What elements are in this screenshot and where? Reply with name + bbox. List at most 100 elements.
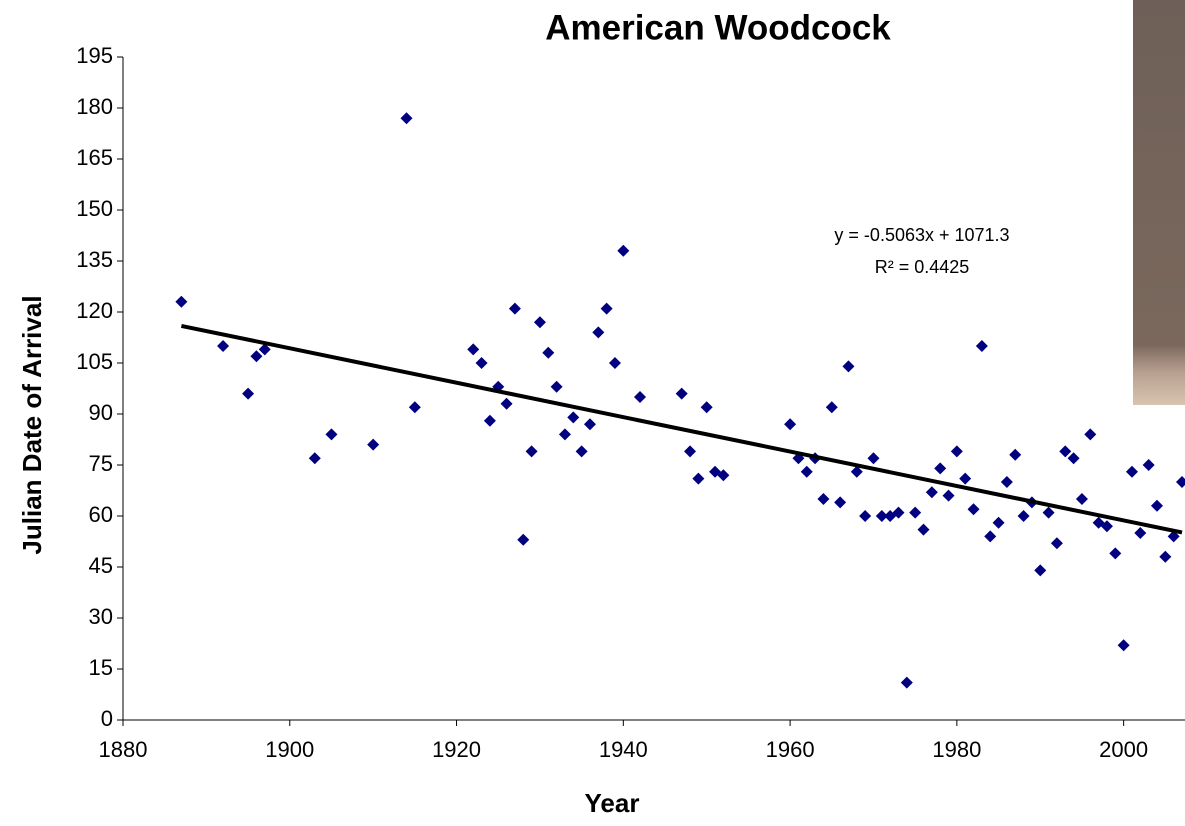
trend-equation: y = -0.5063x + 1071.3 — [834, 225, 1009, 245]
data-point — [942, 489, 955, 502]
data-point — [542, 346, 555, 359]
data-point — [917, 523, 930, 536]
x-tick-label: 1980 — [932, 737, 981, 762]
y-tick-label: 60 — [89, 502, 113, 527]
data-point — [684, 445, 697, 458]
y-tick-label: 120 — [76, 298, 113, 323]
data-point — [175, 295, 188, 308]
data-point — [1109, 547, 1122, 560]
data-point — [1034, 564, 1047, 577]
x-tick-label: 1920 — [432, 737, 481, 762]
x-axis-title: Year — [585, 788, 640, 818]
y-tick-label: 90 — [89, 400, 113, 425]
data-point — [258, 343, 271, 356]
data-point — [850, 465, 863, 478]
data-point — [1134, 527, 1147, 539]
data-point — [1017, 510, 1030, 522]
data-point — [1059, 445, 1072, 458]
data-point — [967, 503, 980, 516]
y-tick-label: 195 — [76, 43, 113, 68]
y-tick-label: 0 — [101, 706, 113, 731]
data-point — [800, 465, 813, 478]
data-point — [533, 316, 546, 329]
data-point — [525, 445, 538, 458]
data-point — [950, 445, 963, 458]
data-point — [1117, 639, 1130, 652]
data-point — [600, 302, 613, 315]
data-point — [508, 302, 521, 315]
data-point — [1000, 476, 1013, 488]
data-point — [467, 343, 480, 356]
data-point — [592, 326, 605, 339]
data-point — [475, 357, 488, 369]
data-point — [1142, 459, 1155, 471]
data-point — [408, 401, 421, 414]
x-tick-label: 1880 — [99, 737, 148, 762]
data-point — [975, 340, 988, 352]
x-tick-label: 2000 — [1099, 737, 1148, 762]
data-point — [817, 493, 830, 505]
y-tick-label: 135 — [76, 247, 113, 272]
y-tick-label: 150 — [76, 196, 113, 221]
chart-title: American Woodcock — [545, 8, 891, 47]
x-tick-label: 1900 — [265, 737, 314, 762]
data-point — [934, 462, 947, 475]
data-point — [483, 414, 496, 427]
data-point — [959, 472, 972, 485]
data-point — [558, 428, 571, 441]
data-point — [717, 469, 730, 482]
data-point — [992, 516, 1005, 529]
data-point — [825, 401, 838, 414]
y-tick-label: 105 — [76, 349, 113, 374]
data-point — [583, 418, 596, 431]
trend-r-squared: R² = 0.4425 — [875, 257, 970, 277]
bird-photo — [1133, 0, 1185, 405]
data-point — [1050, 537, 1063, 550]
data-point — [242, 387, 255, 400]
data-point — [633, 391, 646, 403]
y-tick-label: 30 — [89, 604, 113, 629]
data-point — [517, 533, 530, 546]
x-tick-label: 1940 — [599, 737, 648, 762]
data-point — [325, 428, 338, 441]
y-axis-title: Julian Date of Arrival — [17, 295, 47, 554]
data-point — [1042, 506, 1055, 519]
data-point — [909, 506, 922, 519]
data-point — [875, 510, 888, 522]
data-point — [867, 452, 880, 465]
data-point — [367, 438, 380, 451]
data-point — [1150, 499, 1163, 512]
data-point — [834, 496, 847, 509]
data-point — [900, 676, 913, 689]
data-point — [692, 472, 705, 485]
data-point — [859, 510, 872, 522]
data-point — [700, 401, 713, 414]
data-point — [575, 445, 588, 458]
data-point — [1067, 452, 1080, 465]
data-point — [400, 112, 413, 125]
data-point — [675, 387, 688, 400]
trendline — [180, 323, 1183, 535]
data-point — [217, 340, 230, 352]
data-point — [984, 530, 997, 543]
data-point — [842, 360, 855, 373]
x-tick-label: 1960 — [766, 737, 815, 762]
data-point — [1176, 476, 1185, 488]
data-point — [608, 357, 621, 369]
data-point — [308, 452, 321, 465]
data-point — [925, 486, 938, 499]
data-point — [1125, 465, 1138, 478]
data-point — [892, 506, 905, 519]
data-point — [250, 350, 263, 363]
data-point — [500, 397, 513, 410]
data-point — [617, 244, 630, 257]
y-tick-label: 75 — [89, 451, 113, 476]
y-tick-label: 165 — [76, 145, 113, 170]
data-point — [1100, 520, 1113, 533]
data-point — [1009, 448, 1022, 461]
y-tick-label: 15 — [89, 655, 113, 680]
data-point — [784, 418, 797, 431]
y-tick-label: 180 — [76, 94, 113, 119]
data-point — [1084, 428, 1097, 441]
